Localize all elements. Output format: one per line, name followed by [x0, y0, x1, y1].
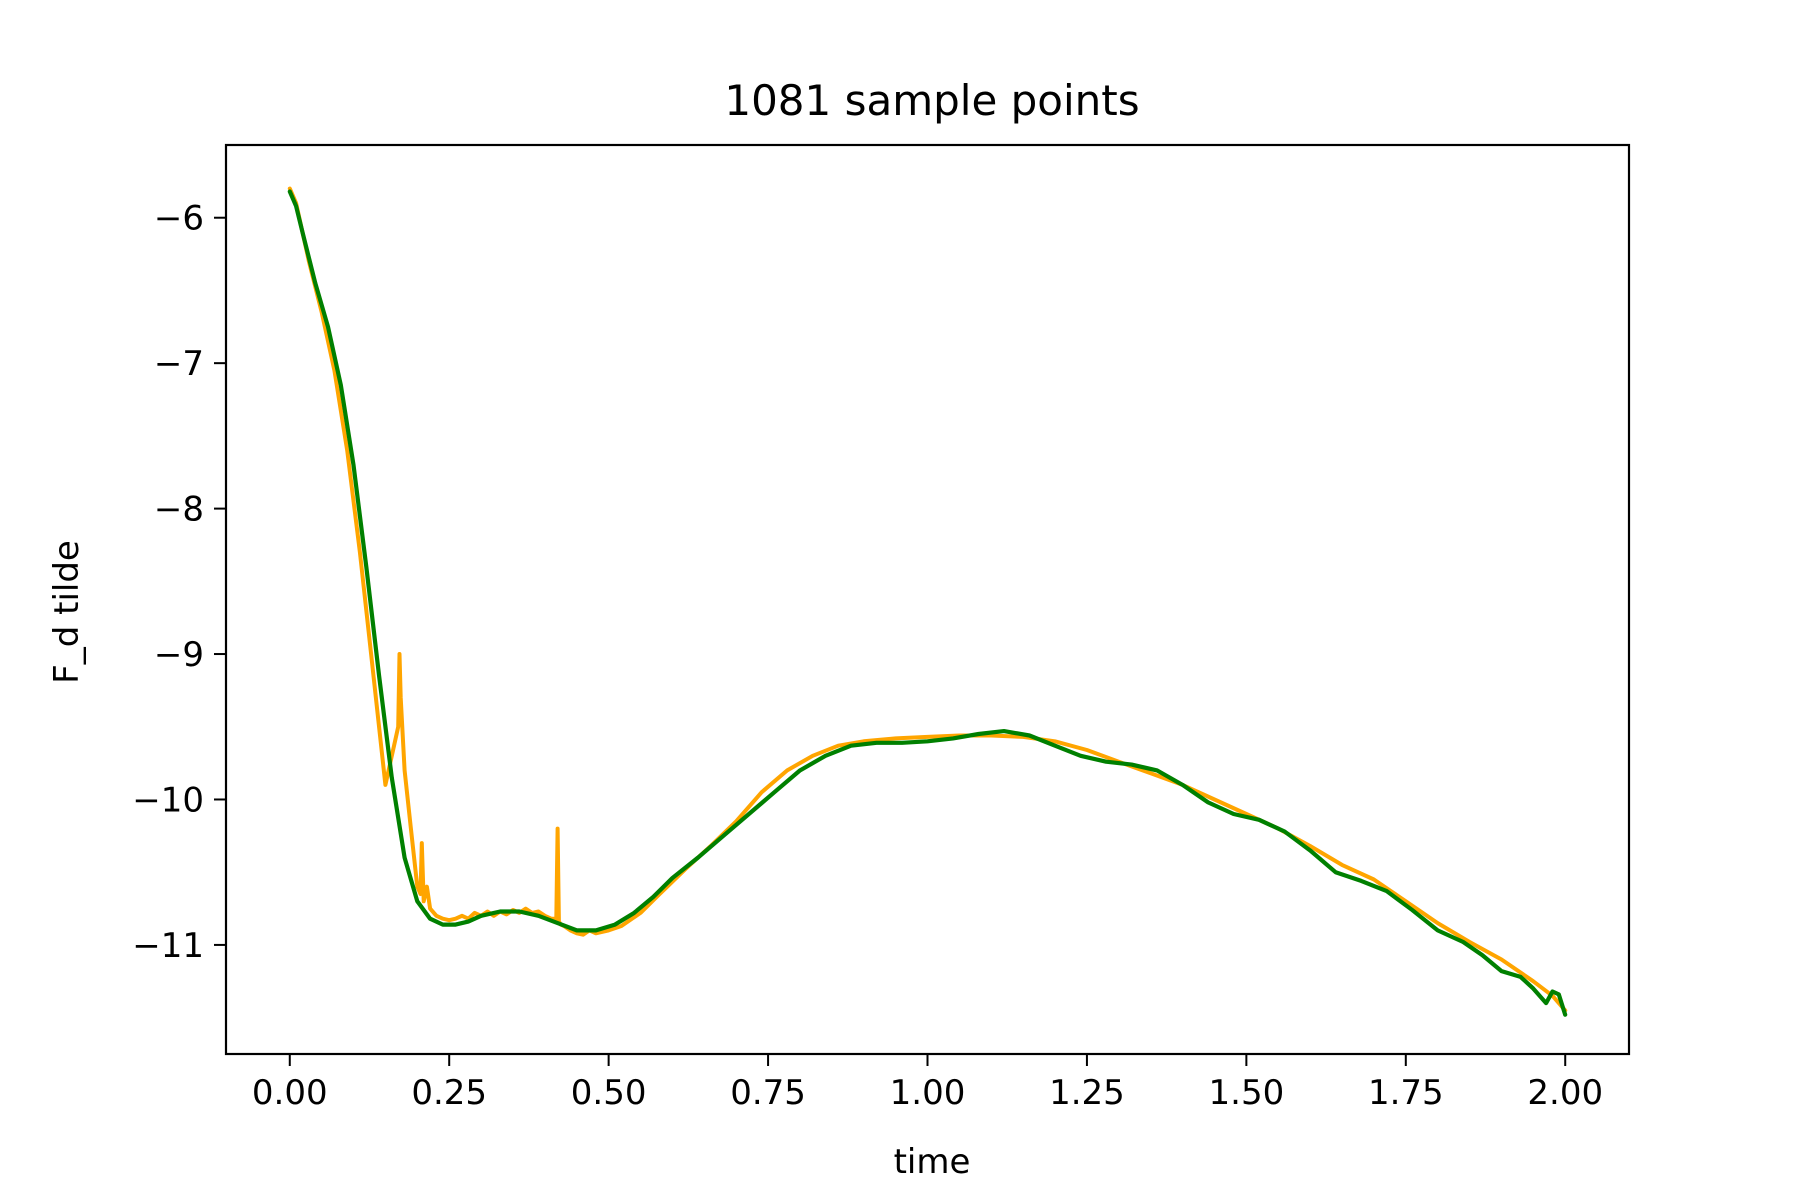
- plot-area: [224, 143, 1631, 1056]
- x-tick-label: 2.00: [1527, 1073, 1603, 1113]
- series-layer: [287, 186, 1568, 1017]
- y-tick-label: −10: [132, 780, 204, 820]
- x-tick-label: 0.00: [252, 1073, 328, 1113]
- x-tick-label: 1.50: [1209, 1073, 1285, 1113]
- y-axis: −6 −7 −8 −9 −10 −11: [132, 199, 226, 966]
- y-axis-label: F_d tilde: [47, 540, 87, 684]
- x-axis-label: time: [894, 1142, 971, 1182]
- x-axis: 0.00 0.25 0.50 0.75 1.00 1.25 1.50 1.75 2.00: [252, 1054, 1603, 1113]
- chart-title: 1081 sample points: [724, 76, 1139, 125]
- y-tick-label: −11: [132, 926, 204, 966]
- x-tick-label: 1.25: [1049, 1073, 1125, 1113]
- series-line-2: [287, 189, 1568, 1017]
- x-tick-label: 1.00: [890, 1073, 966, 1113]
- x-tick-label: 0.50: [571, 1073, 647, 1113]
- y-tick-label: −9: [154, 635, 204, 675]
- y-tick-label: −6: [154, 199, 204, 239]
- x-tick-label: 1.75: [1368, 1073, 1444, 1113]
- y-tick-label: −8: [154, 490, 204, 530]
- y-tick-label: −7: [154, 344, 204, 384]
- plot-background: [226, 145, 1629, 1054]
- x-tick-label: 0.75: [730, 1073, 806, 1113]
- x-tick-label: 0.25: [411, 1073, 487, 1113]
